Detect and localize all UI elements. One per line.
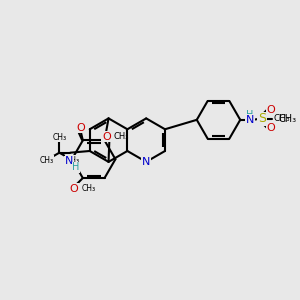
Text: N: N (246, 115, 254, 125)
Text: H: H (246, 110, 254, 120)
Text: H: H (72, 162, 80, 172)
Text: CH₃: CH₃ (82, 184, 96, 194)
Text: N: N (142, 157, 150, 167)
Text: CH₃: CH₃ (274, 114, 290, 123)
Text: O: O (266, 105, 275, 115)
Text: S: S (258, 112, 266, 125)
Text: O: O (76, 123, 85, 133)
Text: O: O (70, 184, 78, 194)
Text: CH₃: CH₃ (113, 132, 129, 141)
Text: CH₃: CH₃ (279, 114, 297, 124)
Text: CH₃: CH₃ (39, 156, 53, 165)
Text: CH₃: CH₃ (65, 156, 80, 165)
Text: CH₃: CH₃ (52, 133, 66, 142)
Text: O: O (102, 131, 111, 142)
Text: O: O (266, 123, 275, 133)
Text: N: N (65, 156, 73, 166)
